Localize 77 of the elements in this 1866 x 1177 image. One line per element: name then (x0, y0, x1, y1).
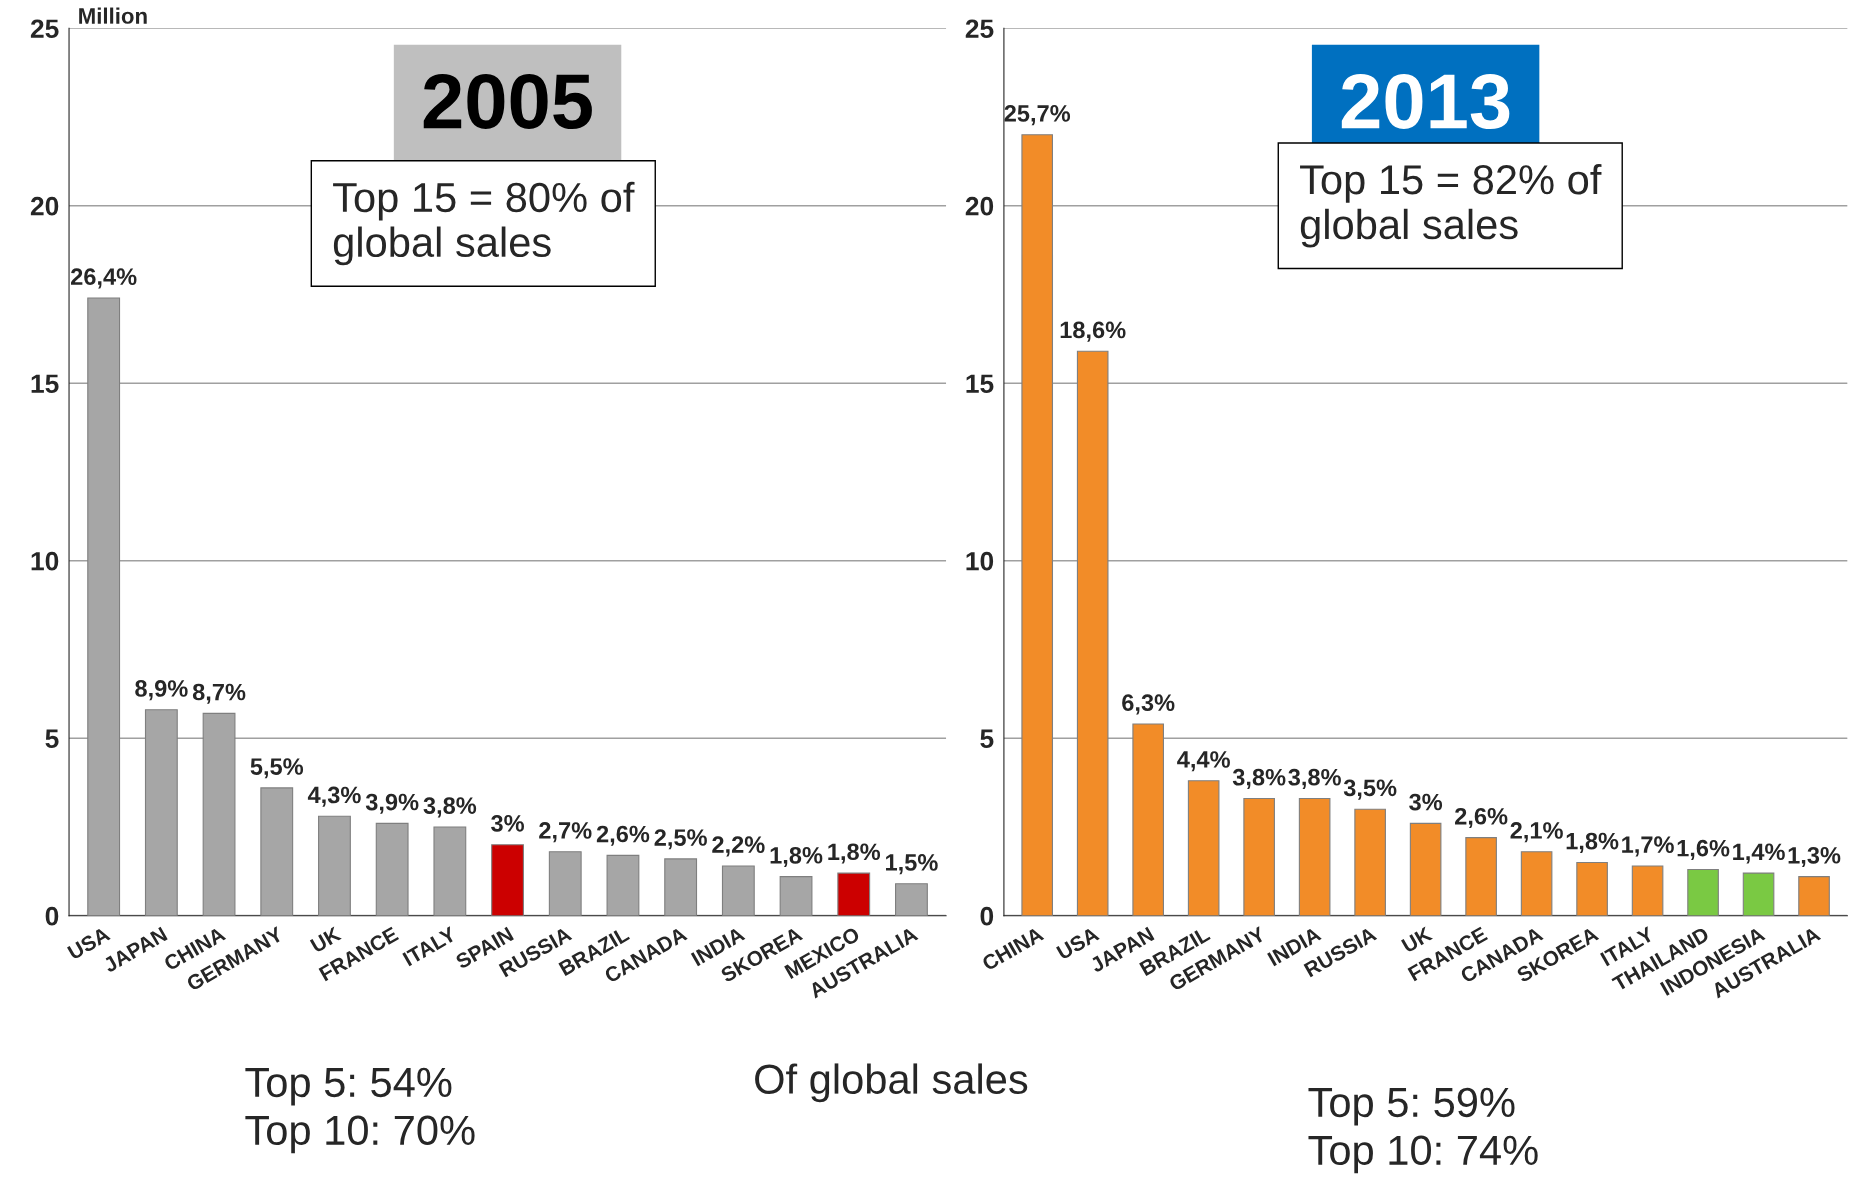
y-tick-label: 25 (30, 19, 59, 39)
annotation: 8,7% (192, 683, 246, 704)
bar (1354, 808, 1386, 916)
y-tick-label: 0 (45, 906, 59, 926)
bar (1298, 798, 1331, 916)
bar (1798, 876, 1830, 916)
chart-title: 2013 (1341, 73, 1510, 130)
y-tick-label: 15 (31, 374, 59, 394)
annotation: 2,6% (596, 825, 650, 846)
annotation: 3,8% (1288, 768, 1341, 789)
annotation: 25,7% (1004, 105, 1071, 126)
text: Of global sales (755, 1063, 1028, 1103)
annotation: 2,6% (1455, 807, 1508, 829)
y-tick-label: 5 (980, 729, 994, 749)
annotation: 1,7% (1622, 836, 1674, 857)
y-tick-label: 10 (31, 551, 59, 571)
bar (1243, 798, 1275, 916)
annotation: 8,9% (135, 680, 188, 701)
bar (779, 876, 813, 916)
bar (433, 826, 467, 916)
bar (1742, 872, 1775, 916)
bar (375, 822, 409, 916)
y-axis-title: Million (79, 7, 147, 24)
bar (837, 872, 871, 916)
bar (1465, 837, 1497, 916)
bar (606, 854, 640, 916)
y-tick-label: 25 (965, 19, 994, 39)
annotation: 3,8% (1232, 768, 1286, 789)
annotation: 1,8% (828, 843, 881, 864)
annotation: 3,9% (365, 793, 419, 814)
y-tick-label: 10 (966, 551, 994, 571)
bar (1021, 134, 1054, 916)
annotation: 26,4% (71, 268, 137, 289)
bar (548, 851, 582, 916)
annotation: 4,3% (307, 786, 361, 807)
bar (1409, 822, 1442, 916)
annotation: 4,4% (1177, 751, 1230, 772)
annotation: 1,8% (1566, 832, 1619, 853)
y-tick-label: 20 (30, 196, 59, 216)
annotation: Top 15 = 82% of global sales (1300, 163, 1602, 248)
bar (491, 844, 524, 916)
annotation: Top 15 = 80% of global sales (333, 181, 635, 266)
text: Top 5: 54% Top 10: 70% (245, 1067, 475, 1154)
bar (1132, 723, 1164, 916)
annotation: 1,6% (1677, 839, 1730, 860)
annotation: 1,8% (770, 846, 823, 868)
annotation: 2,5% (654, 829, 707, 850)
annotation: 3,8% (423, 797, 477, 818)
annotation: 2,1% (1510, 822, 1563, 843)
annotation: 1,5% (886, 854, 938, 875)
annotation: 3,5% (1343, 779, 1397, 800)
annotation: 18,6% (1060, 321, 1126, 342)
annotation: 6,3% (1122, 694, 1175, 715)
bar (895, 883, 928, 916)
bar (664, 858, 698, 916)
y-tick-label: 5 (45, 729, 59, 749)
annotation: 1,4% (1733, 843, 1785, 864)
annotation: 5,5% (250, 758, 304, 779)
annotation: 2,7% (539, 822, 592, 843)
chart-title: 2005 (423, 73, 592, 129)
bar (1187, 780, 1220, 916)
annotation: 3% (1409, 793, 1443, 811)
y-tick-label: 20 (965, 196, 994, 216)
bar (1076, 350, 1109, 916)
y-tick-label: 15 (966, 374, 994, 394)
bar (1520, 851, 1553, 916)
bar (318, 815, 351, 916)
y-tick-label: 0 (980, 906, 994, 926)
annotation: 2,2% (712, 836, 765, 857)
bar (721, 865, 755, 916)
text: Top 5: 59% Top 10: 74% (1308, 1087, 1538, 1174)
bar (1576, 861, 1608, 916)
bar (1631, 865, 1664, 916)
bar (1687, 869, 1719, 916)
annotation: 1,3% (1788, 846, 1841, 868)
annotation: 3% (491, 814, 524, 832)
bar (260, 787, 294, 916)
